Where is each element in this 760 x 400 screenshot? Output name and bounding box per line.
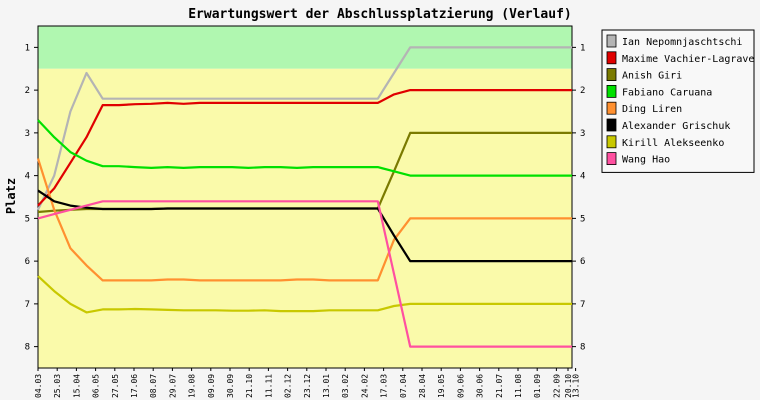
- legend-label-0: Ian Nepomnjaschtschi: [622, 37, 742, 48]
- legend-swatch-6: [606, 135, 617, 149]
- plot-area: 1 1 2 2 3 3 4 4 5 5 6 6 7 7 8 8 04.03 25.03 15.04 06.05 27.0…: [25, 25, 585, 398]
- legend-label-5: Alexander Grischuk: [622, 121, 730, 132]
- y-axis-label: Platz: [4, 178, 18, 214]
- x-tick-label-11.08: 11.08: [514, 374, 523, 398]
- legend-label-3: Fabiano Caruana: [622, 87, 712, 98]
- x-tick-label-19.05: 19.05: [437, 374, 446, 398]
- x-tick-label-30.06: 30.06: [476, 374, 485, 398]
- y-tick-label-left-7: 7: [25, 300, 30, 310]
- y-tick-label-left-1: 1: [25, 43, 30, 53]
- y-tick-label-left-8: 8: [25, 343, 30, 353]
- chart-title: Erwartungswert der Abschlussplatzierung …: [188, 7, 572, 22]
- x-tick-label-13.01: 13.01: [322, 374, 331, 398]
- x-tick-label-17.03: 17.03: [380, 374, 389, 398]
- x-tick-label-23.12: 23.12: [303, 374, 312, 398]
- series-line-7: [37, 200, 572, 348]
- y-tick-label-right-5: 5: [580, 214, 585, 224]
- y-tick-label-left-3: 3: [25, 129, 30, 139]
- y-tick-label-left-5: 5: [25, 214, 30, 224]
- legend-label-6: Kirill Alekseenko: [622, 138, 724, 149]
- y-tick-label-right-7: 7: [580, 300, 585, 310]
- x-tick-label-25.03: 25.03: [53, 374, 62, 398]
- y-tick-label-left-2: 2: [25, 86, 30, 96]
- series-line-4: [36, 158, 572, 282]
- y-tick-label-left-4: 4: [25, 172, 30, 182]
- legend-label-2: Anish Giri: [622, 71, 682, 82]
- x-tick-label-30.09: 30.09: [226, 374, 235, 398]
- x-tick-label-08.07: 08.07: [149, 374, 158, 398]
- legend-box: [601, 29, 755, 173]
- x-tick-label-20.10: 20.10: [564, 374, 573, 398]
- series-line-0: [37, 46, 572, 211]
- series-line-5: [37, 189, 572, 263]
- y-tick-label-left-6: 6: [25, 257, 30, 267]
- x-tick-label-19.08: 19.08: [188, 374, 197, 398]
- x-tick-label-21.10: 21.10: [245, 374, 254, 398]
- legend-label-7: Wang Hao: [622, 155, 670, 166]
- legend-swatch-4: [606, 101, 617, 115]
- legend-label-1: Maxime Vachier-Lagrave: [622, 54, 754, 65]
- y-tick-label-right-1: 1: [580, 43, 585, 53]
- legend-swatch-7: [606, 152, 617, 166]
- series-line-6: [37, 275, 572, 314]
- x-tick-label-07.04: 07.04: [399, 374, 408, 398]
- x-tick-label-02.12: 02.12: [284, 374, 293, 398]
- x-tick-label-22.09: 22.09: [552, 374, 561, 398]
- x-tick-label-09.09: 09.09: [207, 374, 216, 398]
- series-line-1: [37, 88, 572, 207]
- x-tick-label-21.07: 21.07: [495, 374, 504, 398]
- x-tick-label-15.04: 15.04: [72, 374, 81, 398]
- x-tick-label-04.03: 04.03: [34, 374, 43, 398]
- legend-label-4: Ding Liren: [622, 104, 682, 115]
- x-tick-label-01.09: 01.09: [533, 374, 542, 398]
- legend-swatch-5: [606, 118, 617, 132]
- legend-swatch-3: [606, 85, 617, 98]
- y-tick-label-right-4: 4: [580, 172, 585, 182]
- x-tick-label-24.02: 24.02: [360, 374, 369, 398]
- x-tick-label-17.06: 17.06: [130, 374, 139, 398]
- x-tick-label-06.05: 06.05: [92, 374, 101, 398]
- y-tick-label-right-2: 2: [580, 86, 585, 96]
- x-tick-label-13.10: 13.10: [572, 374, 581, 398]
- legend-swatch-1: [606, 51, 617, 65]
- x-tick-label-03.02: 03.02: [341, 374, 350, 398]
- y-tick-label-right-8: 8: [580, 343, 585, 353]
- legend-swatch-0: [606, 34, 617, 48]
- x-tick-label-27.05: 27.05: [111, 374, 120, 398]
- series-line-3: [37, 119, 572, 177]
- x-tick-label-28.04: 28.04: [418, 374, 427, 398]
- plot-frame: [37, 25, 573, 369]
- legend: Ian Nepomnjaschtschi Maxime Vachier-Lagra…: [601, 29, 755, 173]
- x-tick-label-09.06: 09.06: [456, 374, 465, 398]
- x-tick-label-11.11: 11.11: [264, 374, 273, 398]
- y-tick-label-right-3: 3: [580, 129, 585, 139]
- y-tick-label-right-6: 6: [580, 257, 585, 267]
- x-tick-label-29.07: 29.07: [168, 374, 177, 398]
- legend-swatch-2: [606, 68, 617, 81]
